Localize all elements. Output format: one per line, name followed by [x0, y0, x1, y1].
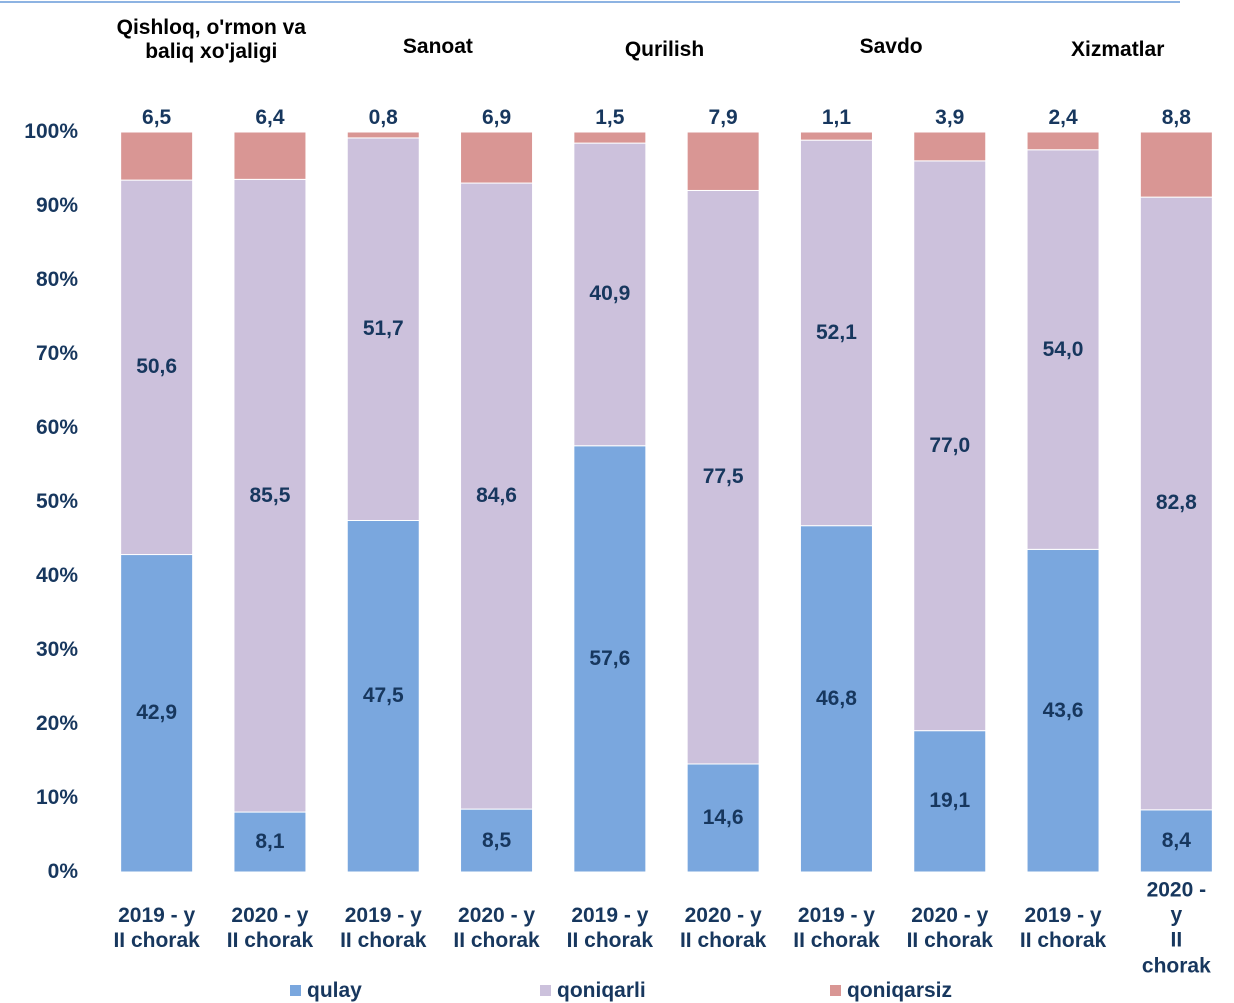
- value-label: 7,9: [708, 105, 738, 129]
- bar-segment: [799, 525, 873, 873]
- bar-segment: [799, 131, 873, 141]
- value-label: 6,9: [481, 105, 512, 129]
- bar-segment: [1026, 149, 1100, 550]
- x-tick-label: 2019 - y II chorak: [113, 903, 200, 952]
- legend-swatch: [830, 985, 841, 996]
- y-tick-label: 100%: [24, 119, 78, 143]
- value-label: 1,1: [821, 105, 852, 129]
- value-label: 82,8: [1155, 491, 1197, 515]
- bar-segment: [346, 131, 420, 139]
- bar-segment: [686, 131, 760, 191]
- x-tick-label: 2020 - y II chorak: [226, 903, 314, 952]
- group-label: Qishloq, o'rmon va baliq xo'jaligi: [116, 15, 306, 63]
- group-label: Savdo: [859, 34, 923, 58]
- bar-segment: [573, 131, 647, 144]
- bar-segment: [1139, 196, 1213, 811]
- value-label: 8,1: [255, 829, 285, 853]
- value-label: 8,4: [1161, 828, 1191, 852]
- value-label: 43,6: [1042, 698, 1084, 722]
- value-label: 6,4: [255, 105, 285, 129]
- value-label: 57,6: [589, 646, 631, 670]
- value-label: 0,8: [368, 105, 398, 129]
- x-tick-label: 2019 - y II chorak: [1019, 903, 1107, 952]
- bar-segment: [913, 131, 987, 162]
- y-tick-label: 50%: [35, 489, 78, 513]
- bar-segment: [120, 179, 194, 556]
- y-tick-label: 80%: [35, 267, 78, 291]
- x-tick-label: 2020 - y II chorak: [906, 903, 993, 952]
- value-label: 50,6: [136, 355, 178, 379]
- legend-swatch: [540, 985, 551, 996]
- value-label: 84,6: [476, 484, 517, 508]
- group-label: Sanoat: [402, 34, 473, 58]
- value-label: 8,8: [1161, 105, 1191, 129]
- bar-segment: [233, 131, 307, 180]
- bar-segment: [913, 160, 987, 732]
- bar-segment: [1026, 131, 1100, 151]
- value-label: 3,9: [935, 105, 965, 129]
- legend-label: qulay: [307, 978, 362, 1002]
- value-label: 51,7: [362, 317, 404, 341]
- value-label: 2,4: [1048, 105, 1078, 129]
- bar-segment: [1139, 809, 1213, 873]
- x-tick-label: 2019 - y II chorak: [340, 903, 427, 952]
- bar-segment: [573, 142, 647, 447]
- group-label: Qurilish: [624, 37, 705, 61]
- y-tick-label: 70%: [35, 341, 78, 365]
- y-tick-label: 60%: [35, 415, 78, 439]
- value-label: 8,5: [481, 828, 512, 852]
- bar-segment: [913, 730, 987, 873]
- value-label: 46,8: [816, 686, 857, 710]
- y-tick-label: 90%: [35, 193, 78, 217]
- value-label: 52,1: [816, 320, 857, 344]
- bar-segment: [686, 189, 760, 765]
- x-tick-label: 2019 - y II chorak: [793, 903, 880, 952]
- y-tick-label: 0%: [47, 859, 78, 883]
- bar-segment: [460, 808, 534, 873]
- value-label: 54,0: [1042, 337, 1084, 361]
- value-label: 42,9: [136, 701, 178, 725]
- x-tick-label: 2020 - y II chorak: [453, 903, 540, 952]
- value-label: 40,9: [589, 282, 631, 306]
- legend-swatch: [290, 985, 301, 996]
- bar-segment: [346, 137, 420, 521]
- bar-segment: [460, 182, 534, 810]
- bar-segment: [1026, 548, 1100, 873]
- x-tick-label: 2020 - y II chorak: [1141, 878, 1211, 978]
- value-label: 85,5: [249, 483, 291, 507]
- value-label: 47,5: [362, 684, 404, 708]
- bar-segment: [120, 554, 194, 873]
- bar-segment: [460, 131, 534, 184]
- bar-segment: [120, 131, 194, 181]
- value-label: 1,5: [595, 105, 625, 129]
- x-tick-label: 2019 - y II chorak: [566, 903, 654, 952]
- group-label: Xizmatlar: [1071, 37, 1165, 61]
- bar-segment: [346, 520, 420, 873]
- bar-segment: [686, 763, 760, 873]
- y-tick-label: 10%: [35, 785, 78, 809]
- legend-label: qoniqarli: [557, 978, 646, 1002]
- value-label: 14,6: [702, 805, 744, 829]
- legend-label: qoniqarsiz: [847, 978, 953, 1002]
- x-tick-label: 2020 - y II chorak: [679, 903, 767, 952]
- y-tick-label: 40%: [35, 563, 78, 587]
- value-label: 6,5: [142, 105, 172, 129]
- value-label: 77,0: [929, 433, 971, 457]
- bar-segment: [1139, 131, 1213, 198]
- y-tick-label: 30%: [35, 637, 78, 661]
- y-tick-label: 20%: [35, 711, 78, 735]
- bar-segment: [799, 139, 873, 527]
- value-label: 77,5: [702, 465, 744, 489]
- value-label: 19,1: [929, 789, 971, 813]
